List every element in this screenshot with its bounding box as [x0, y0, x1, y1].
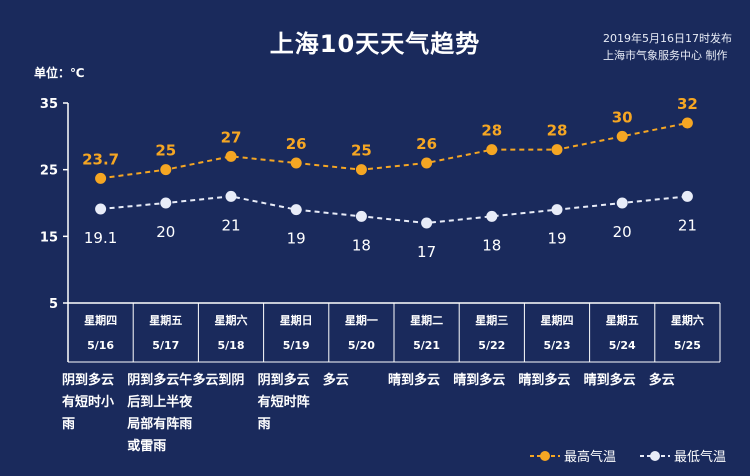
x-tick-date: 5/25	[674, 339, 701, 352]
y-tick-label: 35	[40, 97, 58, 112]
weather-description: 晴到多云	[518, 373, 571, 388]
legend-high-label: 最高气温	[564, 450, 617, 465]
y-tick-label: 25	[40, 164, 58, 179]
series-high-point	[681, 117, 693, 129]
chart-title: 上海10天天气趋势	[269, 30, 481, 58]
series-low-data-label: 18	[482, 236, 501, 254]
series-high-data-label: 25	[351, 142, 372, 160]
weather-description: 晴到多云	[388, 373, 441, 388]
y-tick-label: 15	[40, 230, 58, 245]
series-high-point	[225, 150, 237, 162]
series-low-data-label: 20	[156, 223, 175, 241]
series-low-point	[551, 204, 563, 216]
x-tick-weekday: 星期三	[475, 313, 508, 327]
series-high-data-label: 28	[547, 122, 568, 140]
series-low-line	[100, 195, 688, 225]
series-high-point	[160, 164, 172, 176]
series-low-data-label: 19	[287, 230, 306, 248]
series-high-data-label: 30	[612, 108, 633, 126]
x-tick-date: 5/24	[609, 339, 636, 352]
x-tick-weekday: 星期五	[606, 313, 639, 327]
series-low-point	[355, 210, 367, 222]
legend-low: 最低气温	[640, 446, 726, 465]
series-low-data-label: 19.1	[84, 229, 117, 247]
x-tick-weekday: 星期一	[345, 313, 378, 327]
series-high-point	[290, 157, 302, 169]
series-high-data-label: 32	[677, 95, 698, 113]
series-high-data-label: 25	[155, 142, 176, 160]
weather-description: 阴到多云 有短时小 雨	[62, 373, 115, 432]
legend-high: 最高气温	[530, 446, 616, 465]
series-low-point	[421, 217, 433, 229]
series-low-point	[681, 190, 693, 202]
series-high-data-label: 28	[481, 122, 502, 140]
y-tick-label: 5	[49, 297, 58, 312]
series-high-point	[486, 144, 498, 156]
legend-low-marker	[640, 450, 670, 461]
series-high-data-label: 27	[221, 128, 242, 146]
x-tick-weekday: 星期二	[410, 313, 443, 327]
x-tick-date: 5/19	[283, 339, 310, 352]
issue-info: 2019年5月16日17时发布 上海市气象服务中心 制作	[603, 30, 732, 64]
x-tick-weekday: 星期五	[149, 313, 182, 327]
series-low-data-label: 21	[221, 216, 240, 234]
weather-description: 多云	[648, 373, 675, 388]
series-high-point	[355, 164, 367, 176]
series-low-point	[95, 203, 107, 215]
x-tick-date: 5/18	[218, 339, 245, 352]
series-high-data-label: 26	[286, 135, 307, 153]
series-low-data-label: 21	[678, 216, 697, 234]
legend-low-label: 最低气温	[674, 450, 727, 465]
weather-description: 晴到多云	[453, 373, 506, 388]
issuer: 上海市气象服务中心 制作	[603, 49, 728, 62]
x-tick-weekday: 星期六	[215, 313, 248, 327]
x-tick-date: 5/23	[544, 339, 571, 352]
series-high-line	[100, 122, 688, 180]
weather-description: 晴到多云	[583, 373, 636, 388]
legend-high-marker	[530, 450, 560, 461]
x-tick-weekday: 星期四	[541, 313, 574, 327]
series-high-point	[616, 130, 628, 142]
weather-description: 阴到多云 有短时阵 雨	[257, 373, 310, 432]
series-high-data-label: 26	[416, 135, 437, 153]
series-low-data-label: 17	[417, 243, 436, 261]
series-high-point	[95, 172, 107, 184]
series-low-point	[616, 197, 628, 209]
series-high-point	[421, 157, 433, 169]
weather-description: 多云到阴	[192, 373, 245, 388]
weather-description: 阴到多云午 后到上半夜 局部有阵雨 或雷雨	[127, 373, 193, 454]
x-tick-weekday: 星期日	[280, 313, 313, 327]
x-tick-date: 5/17	[152, 339, 179, 352]
x-tick-date: 5/21	[413, 339, 440, 352]
x-tick-date: 5/22	[478, 339, 505, 352]
x-tick-weekday: 星期六	[671, 313, 704, 327]
series-low-data-label: 20	[613, 223, 632, 241]
series-high-point	[551, 144, 563, 156]
series-low-data-label: 19	[547, 230, 566, 248]
weather-description: 多云	[322, 373, 349, 388]
x-tick-date: 5/20	[348, 339, 375, 352]
x-tick-date: 5/16	[87, 339, 114, 352]
unit-label: 单位：℃	[34, 66, 85, 80]
series-low-point	[225, 190, 237, 202]
x-tick-weekday: 星期四	[84, 313, 117, 327]
series-low-point	[486, 210, 498, 222]
series-low-point	[290, 204, 302, 216]
issue-time: 2019年5月16日17时发布	[603, 32, 732, 45]
series-low-point	[160, 197, 172, 209]
series-high-data-label: 23.7	[82, 150, 119, 168]
series-low-data-label: 18	[352, 236, 371, 254]
